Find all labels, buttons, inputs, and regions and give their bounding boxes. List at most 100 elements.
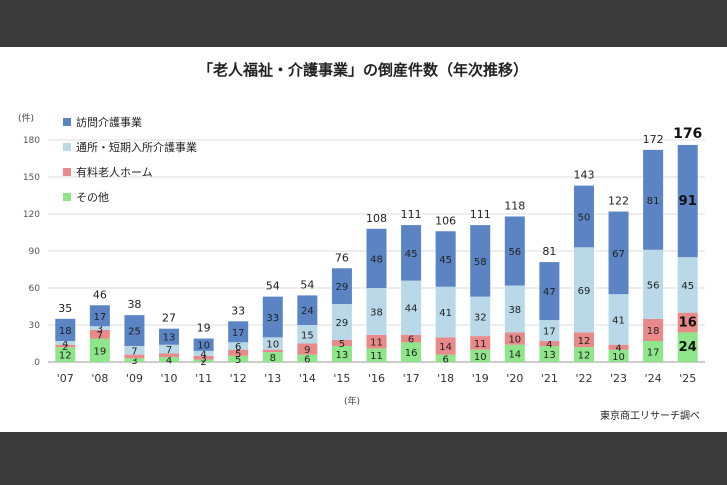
legend-label: 有料老人ホーム bbox=[76, 165, 153, 179]
x-tick-label: '07 bbox=[57, 372, 74, 385]
bar-segment bbox=[55, 341, 76, 345]
bar-segment bbox=[470, 349, 491, 362]
x-tick-label: '19 bbox=[472, 372, 489, 385]
x-tick-label: '20 bbox=[506, 372, 523, 385]
segment-value-label: 4 bbox=[62, 339, 68, 350]
bar-segment bbox=[504, 216, 525, 286]
bar-segment bbox=[677, 332, 698, 362]
bar-segment bbox=[297, 343, 318, 355]
segment-value-label: 48 bbox=[370, 254, 383, 265]
segment-value-label: 5 bbox=[235, 349, 241, 360]
total-label: 38 bbox=[127, 298, 141, 311]
x-tick-label: '16 bbox=[368, 372, 385, 385]
segment-value-label: 38 bbox=[370, 307, 383, 318]
bar-segment bbox=[228, 342, 249, 350]
segment-value-label: 10 bbox=[474, 352, 487, 363]
total-label: 54 bbox=[300, 278, 314, 291]
x-tick-label: '22 bbox=[575, 372, 592, 385]
total-label: 143 bbox=[573, 169, 594, 182]
bar-segment bbox=[608, 344, 629, 350]
bar-segment bbox=[608, 349, 629, 362]
segment-value-label: 7 bbox=[131, 346, 137, 357]
bar-segment bbox=[159, 344, 180, 354]
stacked-bar-chart: 「老人福祉・介護事業」の倒産件数（年次推移） (件) (年) 東京商工リサーチ調… bbox=[18, 61, 705, 422]
bar-segment bbox=[504, 332, 525, 345]
bar-segment bbox=[193, 355, 214, 360]
bar-segment bbox=[262, 337, 283, 350]
segment-value-label: 10 bbox=[266, 340, 279, 351]
segment-value-label: 13 bbox=[336, 350, 349, 361]
bars-group: 12241835'0719731746'08372538'09471327'10… bbox=[55, 126, 702, 385]
segment-value-label: 25 bbox=[128, 327, 141, 338]
bar-segment bbox=[643, 149, 664, 250]
bar-segment bbox=[435, 354, 456, 362]
segment-value-label: 6 bbox=[235, 342, 241, 353]
segment-value-label: 10 bbox=[612, 352, 625, 363]
segment-value-label: 16 bbox=[679, 316, 697, 331]
legend-swatch bbox=[63, 193, 71, 201]
segment-value-label: 3 bbox=[131, 356, 137, 367]
total-label: 106 bbox=[435, 214, 456, 227]
legend-swatch bbox=[63, 168, 71, 176]
legend-swatch bbox=[63, 118, 71, 126]
segment-value-label: 10 bbox=[197, 341, 210, 352]
bar-segment bbox=[435, 286, 456, 338]
bar-segment bbox=[573, 247, 594, 333]
segment-value-label: 11 bbox=[370, 338, 383, 349]
segment-value-label: 17 bbox=[232, 328, 245, 339]
y-tick-label: 0 bbox=[34, 358, 40, 368]
bar-segment bbox=[573, 185, 594, 248]
bar-segment bbox=[504, 344, 525, 362]
bar-segment bbox=[643, 249, 664, 319]
bar-segment bbox=[366, 228, 387, 288]
legend-label: 通所・短期入所介護事業 bbox=[76, 140, 197, 154]
x-tick-label: '15 bbox=[333, 372, 350, 385]
segment-value-label: 44 bbox=[405, 304, 418, 315]
y-tick-label: 120 bbox=[23, 210, 40, 220]
y-tick-label: 150 bbox=[23, 173, 40, 183]
bar-segment bbox=[539, 262, 560, 321]
segment-value-label: 18 bbox=[647, 326, 660, 337]
bar-segment bbox=[297, 295, 318, 325]
bar-segment bbox=[366, 348, 387, 362]
segment-value-label: 29 bbox=[336, 318, 349, 329]
bar-segment bbox=[159, 328, 180, 345]
total-label: 108 bbox=[366, 212, 387, 225]
segment-value-label: 4 bbox=[546, 340, 552, 351]
bar-segment bbox=[573, 332, 594, 348]
segment-value-label: 32 bbox=[474, 312, 487, 323]
total-label: 122 bbox=[608, 195, 629, 208]
segment-value-label: 17 bbox=[94, 312, 107, 323]
segment-value-label: 13 bbox=[163, 333, 176, 344]
total-label: 76 bbox=[335, 251, 349, 264]
segment-value-label: 4 bbox=[615, 343, 621, 354]
total-label: 176 bbox=[673, 126, 702, 142]
bar-segment bbox=[89, 329, 110, 339]
segment-value-label: 12 bbox=[59, 351, 72, 362]
bar-segment bbox=[331, 339, 352, 346]
bar-segment bbox=[228, 321, 249, 343]
segment-value-label: 38 bbox=[508, 305, 521, 316]
total-label: 33 bbox=[231, 304, 245, 317]
segment-value-label: 41 bbox=[439, 308, 452, 319]
bar-segment bbox=[89, 305, 110, 327]
segment-value-label: 2 bbox=[200, 357, 206, 368]
bar-segment bbox=[401, 334, 422, 343]
legend-swatch bbox=[63, 143, 71, 151]
x-tick-label: '13 bbox=[264, 372, 281, 385]
bar-segment bbox=[401, 225, 422, 281]
bar-segment bbox=[89, 326, 110, 330]
bar-segment bbox=[55, 347, 76, 362]
bar-segment bbox=[539, 320, 560, 342]
source-note: 東京商工リサーチ調べ bbox=[600, 409, 700, 422]
segment-value-label: 7 bbox=[97, 330, 103, 341]
segment-value-label: 67 bbox=[612, 249, 625, 260]
segment-value-label: 45 bbox=[439, 255, 452, 266]
x-tick-label: '08 bbox=[91, 372, 108, 385]
segment-value-label: 17 bbox=[647, 348, 660, 359]
bar-segment bbox=[366, 288, 387, 335]
bar-segment bbox=[55, 344, 76, 348]
segment-value-label: 6 bbox=[442, 354, 448, 365]
total-label: 111 bbox=[470, 208, 491, 221]
